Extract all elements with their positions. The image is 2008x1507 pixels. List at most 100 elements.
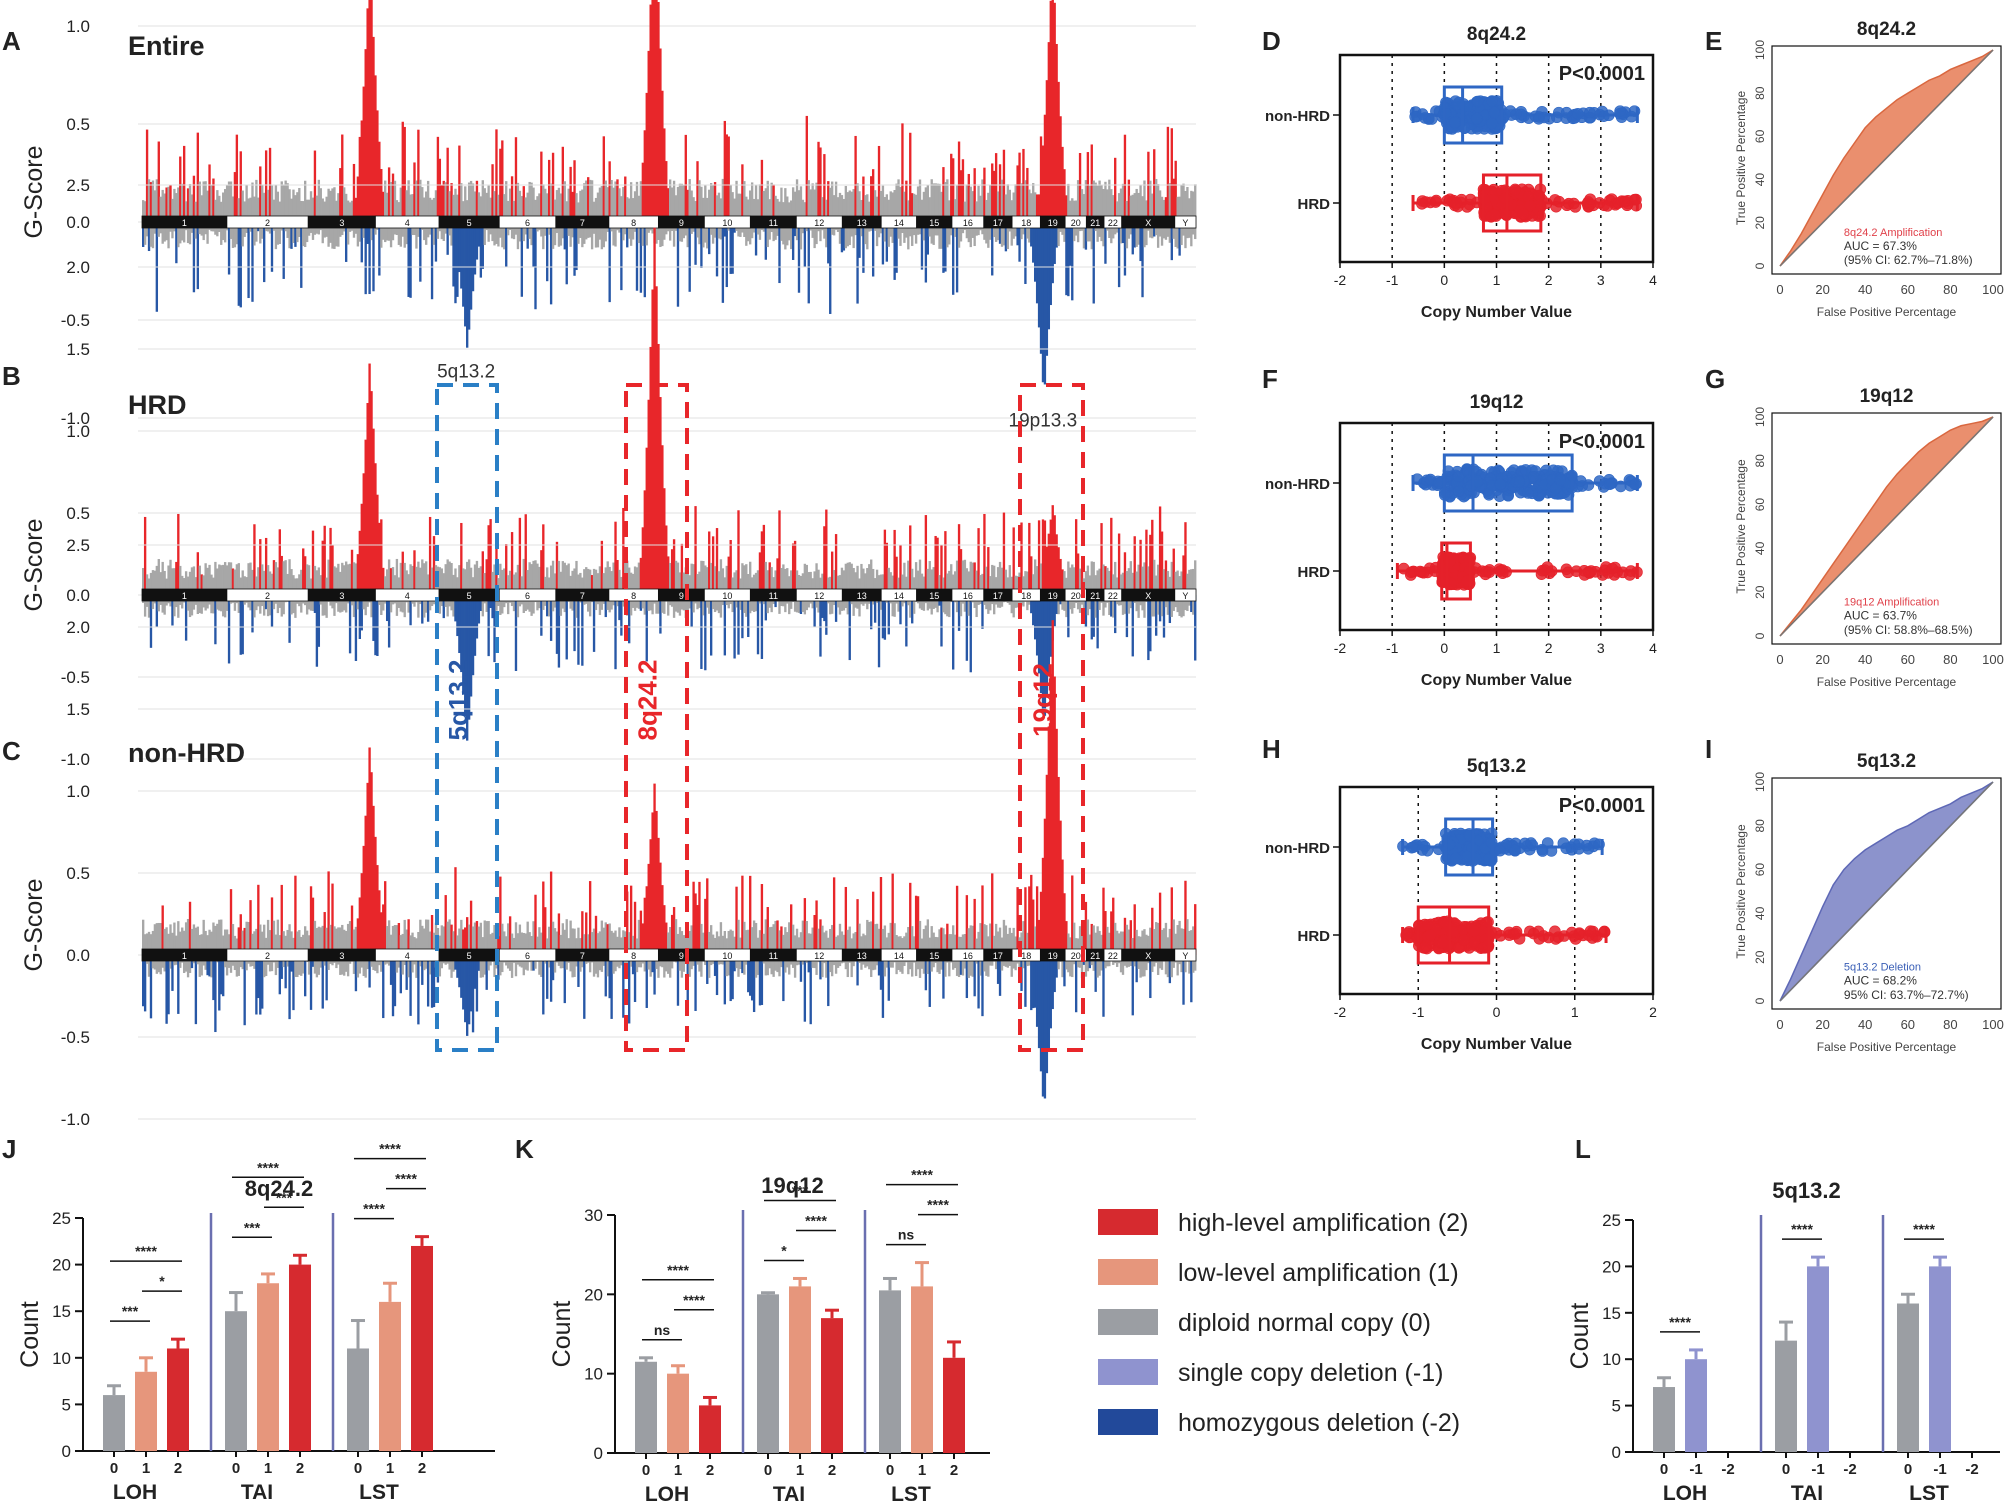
gscore-bar bbox=[216, 222, 219, 237]
gscore-bar bbox=[143, 595, 147, 617]
gscore-bar bbox=[1164, 560, 1168, 595]
gscore-bar bbox=[237, 222, 240, 306]
gscore-bar bbox=[1006, 577, 1010, 595]
gscore-bar bbox=[200, 195, 203, 222]
gscore-bar bbox=[356, 955, 360, 978]
gscore-bar bbox=[222, 564, 225, 595]
gscore-bar bbox=[542, 955, 545, 1015]
gscore-bar bbox=[467, 595, 471, 720]
gscore-bar bbox=[284, 955, 287, 989]
gscore-bar bbox=[629, 182, 633, 222]
gscore-bar bbox=[192, 222, 196, 293]
gscore-bar bbox=[325, 222, 328, 237]
gscore-bar bbox=[389, 181, 393, 222]
gscore-bar bbox=[764, 919, 767, 955]
gscore-bar bbox=[745, 222, 748, 246]
gscore-bar bbox=[458, 145, 461, 222]
panel-title: 5q13.2 bbox=[1467, 756, 1526, 777]
gscore-bar bbox=[397, 222, 401, 245]
gscore-bar bbox=[873, 190, 877, 222]
gscore-bar bbox=[1092, 180, 1095, 222]
gscore-bar bbox=[1143, 595, 1146, 618]
chromosome-label: 4 bbox=[405, 591, 410, 601]
gscore-bar bbox=[409, 564, 412, 595]
gscore-bar bbox=[225, 955, 229, 976]
gscore-bar bbox=[200, 955, 203, 976]
gscore-bar bbox=[227, 562, 231, 595]
gscore-bar bbox=[577, 574, 580, 595]
gscore-bar bbox=[762, 524, 766, 595]
gscore-bar bbox=[1078, 595, 1082, 613]
gscore-bar bbox=[1160, 955, 1164, 970]
gscore-bar bbox=[1143, 562, 1146, 595]
gscore-bar bbox=[415, 566, 418, 595]
gscore-bar bbox=[618, 188, 621, 222]
gscore-bar bbox=[501, 595, 504, 614]
gscore-bar bbox=[711, 536, 715, 595]
gscore-bar bbox=[1166, 571, 1170, 595]
gscore-bar bbox=[629, 885, 633, 955]
gscore-bar bbox=[229, 222, 233, 240]
gscore-bar bbox=[731, 577, 734, 595]
gscore-bar bbox=[157, 595, 160, 612]
gscore-bar bbox=[333, 187, 336, 222]
gscore-bar bbox=[374, 595, 377, 656]
gscore-bar bbox=[721, 222, 725, 303]
gscore-bar bbox=[827, 577, 830, 595]
gscore-bar bbox=[399, 187, 402, 222]
gscore-bar bbox=[1028, 522, 1031, 595]
gscore-bar bbox=[508, 916, 512, 955]
gscore-bar bbox=[497, 222, 500, 247]
gscore-bar bbox=[708, 595, 711, 614]
gscore-bar bbox=[1063, 893, 1066, 955]
gscore-bar bbox=[499, 955, 502, 976]
gscore-bar bbox=[1143, 222, 1146, 248]
gscore-bar bbox=[280, 884, 283, 955]
gscore-bar bbox=[309, 595, 313, 611]
gscore-bar bbox=[1110, 517, 1113, 595]
gscore-bar bbox=[559, 193, 563, 222]
data-point bbox=[1483, 566, 1496, 579]
gscore-bar bbox=[803, 563, 807, 595]
gscore-bar bbox=[222, 955, 225, 997]
gscore-bar bbox=[426, 919, 430, 955]
gscore-bar bbox=[147, 179, 151, 222]
gscore-bar bbox=[1127, 222, 1131, 239]
gscore-bar bbox=[852, 222, 855, 249]
gscore-bar bbox=[993, 222, 996, 238]
gscore-bar bbox=[161, 595, 164, 613]
gscore-bar bbox=[393, 575, 397, 595]
gscore-bar bbox=[528, 595, 531, 612]
gscore-bar bbox=[713, 955, 717, 976]
gscore-bar bbox=[1094, 955, 1097, 992]
gscore-bar bbox=[709, 183, 713, 222]
gscore-bar bbox=[934, 222, 937, 236]
gscore-bar bbox=[684, 222, 687, 236]
gscore-bar bbox=[639, 222, 643, 293]
gscore-bar bbox=[977, 931, 980, 955]
gscore-bar bbox=[442, 222, 445, 241]
gscore-bar bbox=[926, 568, 929, 595]
gscore-bar bbox=[713, 222, 717, 238]
gscore-bar bbox=[1016, 887, 1019, 955]
gscore-bar bbox=[1160, 929, 1164, 955]
gscore-bar bbox=[610, 179, 613, 222]
gscore-bar bbox=[932, 595, 935, 609]
gscore-bar bbox=[479, 922, 483, 955]
gscore-bar bbox=[501, 222, 504, 248]
gscore-bar bbox=[399, 955, 402, 994]
gscore-bar bbox=[1037, 194, 1041, 222]
gscore-bar bbox=[462, 568, 465, 595]
chromosome-label: 16 bbox=[963, 951, 973, 961]
gscore-bar bbox=[565, 222, 568, 285]
gscore-bar bbox=[922, 955, 926, 974]
gscore-bar bbox=[998, 927, 1002, 955]
gscore-bar bbox=[651, 955, 654, 973]
gscore-bar bbox=[563, 562, 566, 595]
gscore-bar bbox=[378, 222, 381, 276]
gscore-bar bbox=[864, 222, 867, 245]
gscore-bar bbox=[186, 918, 190, 955]
gscore-bar bbox=[670, 914, 674, 955]
gscore-bar bbox=[987, 595, 990, 614]
